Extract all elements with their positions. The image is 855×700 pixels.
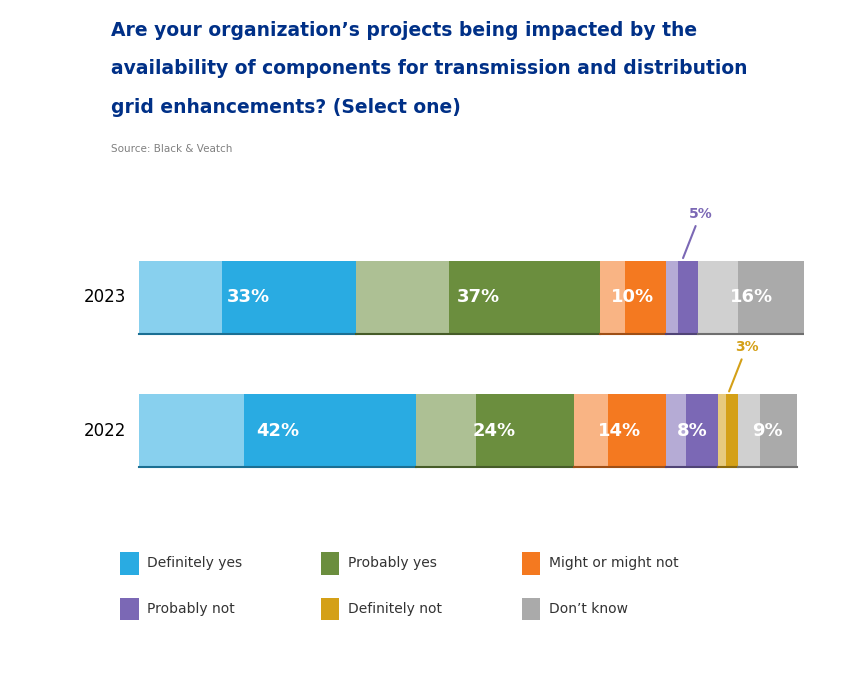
Bar [574,394,665,468]
Text: 10%: 10% [611,288,654,307]
Bar [738,394,760,468]
Text: availability of components for transmission and distribution: availability of components for transmiss… [111,60,747,78]
Text: 37%: 37% [457,288,499,307]
Bar [416,394,574,468]
Bar [600,260,625,334]
Bar [665,394,718,468]
Bar [699,260,739,334]
Bar [139,394,245,468]
Text: 33%: 33% [227,288,269,307]
Text: Source: Black & Veatch: Source: Black & Veatch [111,144,233,153]
Bar [416,394,475,468]
Text: Probably yes: Probably yes [348,556,437,570]
Text: Probably not: Probably not [147,602,235,616]
Text: 2022: 2022 [84,421,127,440]
Bar [718,394,738,468]
Bar [139,260,222,334]
Bar [574,394,609,468]
Bar [665,260,678,334]
Text: grid enhancements? (Select one): grid enhancements? (Select one) [111,98,461,117]
Text: 9%: 9% [752,421,783,440]
Text: Might or might not: Might or might not [549,556,679,570]
Bar [600,260,665,334]
Text: Definitely not: Definitely not [348,602,442,616]
Text: 3%: 3% [729,340,758,391]
Text: Don’t know: Don’t know [549,602,628,616]
Bar [665,260,699,334]
Bar [738,394,797,468]
Text: 5%: 5% [683,206,712,258]
Text: 16%: 16% [729,288,773,307]
Bar [699,260,804,334]
Bar [139,260,357,334]
Bar [718,394,726,468]
Text: 14%: 14% [598,421,641,440]
Text: 8%: 8% [676,421,707,440]
Bar [357,260,600,334]
Text: 2023: 2023 [84,288,127,307]
Text: Definitely yes: Definitely yes [147,556,242,570]
Text: 24%: 24% [473,421,516,440]
Text: Are your organization’s projects being impacted by the: Are your organization’s projects being i… [111,21,698,40]
Text: 42%: 42% [256,421,299,440]
Bar [665,394,686,468]
Bar [357,260,449,334]
Bar [139,394,416,468]
